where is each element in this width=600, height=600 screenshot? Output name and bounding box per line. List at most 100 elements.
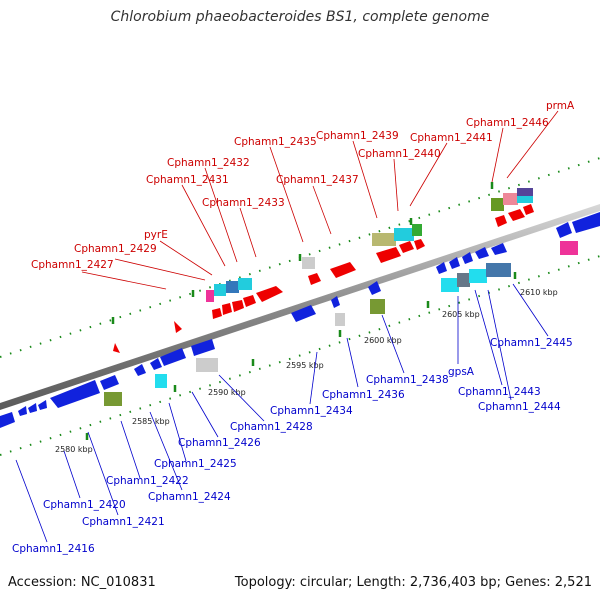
gene-block[interactable]	[517, 188, 533, 199]
gene-block[interactable]	[335, 313, 345, 326]
gene-label-top[interactable]: Cphamn1_2439	[316, 130, 399, 142]
gene-arrow[interactable]	[191, 339, 215, 356]
gene-block[interactable]	[441, 278, 459, 292]
gene-label-top[interactable]: Cphamn1_2441	[410, 132, 493, 144]
gene-label-bottom[interactable]: Cphamn1_2445	[490, 337, 573, 349]
gene-arrow[interactable]	[100, 375, 119, 390]
gene-label-bottom[interactable]: Cphamn1_2434	[270, 405, 353, 417]
gene-label-top[interactable]: Cphamn1_2429	[74, 243, 157, 255]
gene-label-bottom[interactable]: Cphamn1_2438	[366, 374, 449, 386]
gene-block[interactable]	[214, 284, 226, 296]
gene-label-top[interactable]: Cphamn1_2427	[31, 259, 114, 271]
gene-label-top[interactable]: Cphamn1_2446	[466, 117, 549, 129]
gene-label-bottom[interactable]: Cphamn1_2416	[12, 543, 95, 555]
gene-arrow[interactable]	[436, 262, 447, 274]
map-title: Chlorobium phaeobacteroides BS1, complet…	[110, 9, 490, 25]
gene-arrow[interactable]	[572, 212, 600, 233]
kbp-tick-label: 2610 kbp	[520, 288, 558, 297]
gene-label-bottom[interactable]: Cphamn1_2426	[178, 437, 261, 449]
gene-label-bottom[interactable]: Cphamn1_2424	[148, 491, 231, 503]
gene-arrow[interactable]	[508, 209, 525, 221]
gene-label-bottom[interactable]: Cphamn1_2444	[478, 401, 561, 413]
gene-arrow[interactable]	[291, 305, 316, 322]
gene-block[interactable]	[226, 281, 239, 293]
reverse-genes	[0, 212, 600, 428]
gene-label-top[interactable]: prmA	[546, 100, 575, 112]
gene-label-top[interactable]: Cphamn1_2435	[234, 136, 317, 148]
gene-block[interactable]	[370, 299, 385, 314]
gene-arrow[interactable]	[462, 252, 473, 264]
gene-arrow[interactable]	[368, 281, 381, 295]
gene-block[interactable]	[469, 269, 487, 283]
gene-arrow[interactable]	[150, 358, 162, 370]
gene-label-bottom[interactable]: Cphamn1_2421	[82, 516, 165, 528]
leader-line	[181, 184, 226, 267]
gene-arrow[interactable]	[232, 300, 244, 312]
gene-arrow[interactable]	[556, 222, 572, 238]
gene-block[interactable]	[517, 196, 533, 203]
gene-label-bottom[interactable]: Cphamn1_2425	[154, 458, 237, 470]
gene-block[interactable]	[491, 198, 504, 211]
gene-label-bottom[interactable]: Cphamn1_2428	[230, 421, 313, 433]
leader-line	[168, 402, 187, 462]
gene-arrow[interactable]	[376, 247, 401, 263]
gene-label-bottom[interactable]: Cphamn1_2443	[458, 386, 541, 398]
gene-arrow[interactable]	[495, 215, 507, 227]
gene-block[interactable]	[206, 290, 214, 302]
gene-block[interactable]	[372, 233, 396, 246]
gene-arrow[interactable]	[174, 321, 182, 333]
gene-arrow[interactable]	[414, 239, 425, 250]
gene-block[interactable]	[104, 392, 122, 406]
gene-label-bottom[interactable]: gpsA	[448, 366, 475, 378]
gene-arrow[interactable]	[523, 204, 534, 215]
gene-arrow[interactable]	[18, 406, 27, 416]
gene-label-top[interactable]: Cphamn1_2440	[358, 148, 441, 160]
gene-arrow[interactable]	[50, 380, 100, 408]
gene-block[interactable]	[412, 224, 422, 236]
gene-label-top[interactable]: Cphamn1_2432	[167, 157, 250, 169]
major-ticks	[85, 182, 517, 440]
leader-line	[120, 420, 141, 479]
gene-arrow[interactable]	[113, 343, 120, 353]
gene-arrow[interactable]	[222, 303, 232, 315]
gene-block[interactable]	[560, 241, 578, 255]
gene-block[interactable]	[155, 374, 167, 388]
gene-arrow[interactable]	[0, 412, 15, 428]
gene-label-top[interactable]: Cphamn1_2437	[276, 174, 359, 186]
gene-arrow[interactable]	[475, 247, 489, 259]
leader-line	[114, 258, 206, 281]
gene-block[interactable]	[394, 228, 414, 241]
top-leader-lines	[81, 110, 559, 290]
gene-block[interactable]	[302, 257, 315, 269]
gene-block[interactable]	[486, 263, 511, 277]
gene-arrow[interactable]	[256, 286, 283, 302]
gene-arrow[interactable]	[134, 364, 146, 376]
gene-block[interactable]	[457, 273, 470, 287]
gene-label-bottom[interactable]: Cphamn1_2420	[43, 499, 126, 511]
gene-arrow[interactable]	[38, 400, 47, 410]
gene-arrow[interactable]	[243, 295, 256, 307]
gene-arrow[interactable]	[212, 308, 222, 319]
gene-label-top[interactable]: Cphamn1_2433	[202, 197, 285, 209]
leader-line	[393, 158, 399, 212]
gene-arrow[interactable]	[491, 243, 507, 255]
gene-label-top[interactable]: Cphamn1_2431	[146, 174, 229, 186]
gene-arrow[interactable]	[28, 403, 37, 413]
accession-text: Accession: NC_010831	[8, 575, 156, 590]
gene-label-bottom[interactable]: Cphamn1_2436	[322, 389, 405, 401]
gene-arrow[interactable]	[331, 296, 340, 308]
gene-block[interactable]	[503, 193, 518, 205]
gene-label-top[interactable]: pyrE	[144, 229, 168, 241]
gene-arrow[interactable]	[399, 241, 414, 253]
gene-arrow[interactable]	[449, 257, 460, 269]
leader-line	[491, 127, 504, 183]
gene-arrow[interactable]	[330, 262, 356, 278]
gene-block[interactable]	[196, 358, 218, 372]
leader-line	[487, 289, 512, 401]
gene-arrow[interactable]	[160, 348, 186, 366]
gene-block[interactable]	[238, 278, 252, 290]
bottom-leader-lines	[15, 283, 549, 543]
gene-label-bottom[interactable]: Cphamn1_2422	[106, 475, 189, 487]
gene-arrow[interactable]	[308, 273, 321, 285]
